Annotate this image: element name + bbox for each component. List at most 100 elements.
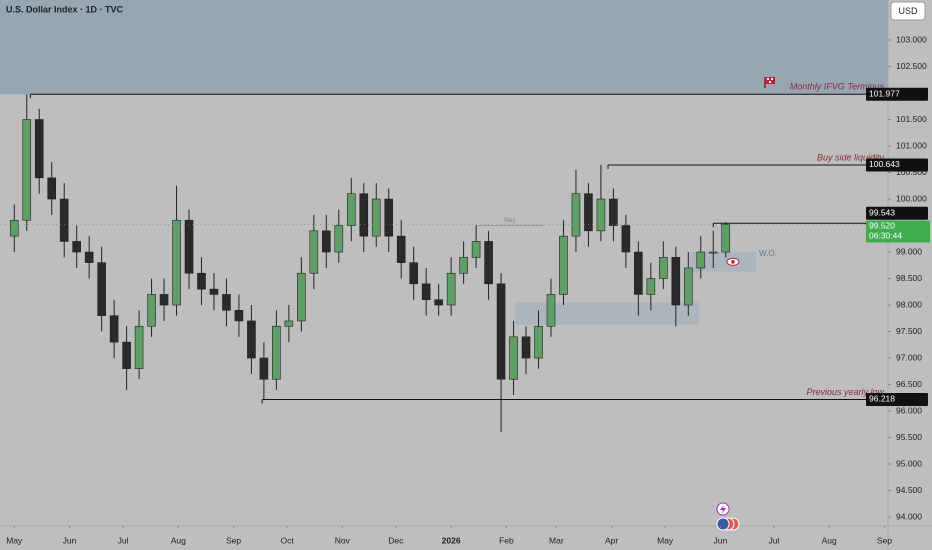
x-tick-label: Nov [335,535,351,545]
candle-body [584,193,593,232]
candle-body [509,336,518,380]
x-tick-label: Jul [118,535,129,545]
currency-button[interactable] [890,1,926,21]
y-tick-label: 94.500 [896,485,922,495]
candle-body [84,251,94,263]
candle-body [721,224,731,253]
y-tick-label: 102.500 [896,61,927,71]
level-label: Buy side liquidity [817,152,885,162]
x-tick-label: Apr [605,535,618,545]
candle-body [346,193,356,226]
countdown-label: 06:30:44 [869,231,902,241]
candle-body [97,262,106,316]
candle-body [496,283,506,380]
y-tick-label: 98.000 [896,299,922,309]
eye-pupil [731,260,735,264]
level-label: Previous yearly low [806,387,884,397]
candle-body [371,198,381,237]
event-icons[interactable] [716,502,740,531]
candle-body [47,177,57,200]
candle-body [209,288,219,295]
candle-body [334,225,344,253]
candle-body [34,119,44,179]
candle-body [184,219,194,274]
x-tick-label: Feb [499,535,514,545]
annotation-label: May [504,218,515,224]
x-tick-label: Dec [388,535,404,545]
candle-body [559,235,568,295]
candle-body [471,241,481,258]
price-tag [866,87,928,101]
y-tick-label: 95.500 [896,432,922,442]
y-tick-label: 101.000 [896,140,927,150]
candle-body [396,235,406,263]
candle-body [147,294,156,327]
candle-body [109,315,119,343]
y-tick-label: 103.000 [896,34,927,44]
x-tick-label: Aug [822,535,837,545]
candle-body [596,198,606,232]
candle-body [247,320,256,359]
candle-body [409,262,418,285]
candle-body [359,193,369,237]
candle-body [696,251,706,269]
candle-body [534,325,543,359]
candle-body [421,283,431,301]
x-tick-label: Jun [714,535,728,545]
candle-body [459,257,468,274]
candle-body [9,219,19,237]
x-tick-label: 2026 [442,535,461,545]
y-tick-label: 96.500 [896,379,922,389]
zone [690,252,757,272]
candle-body [571,193,581,237]
candle-body [172,219,181,306]
y-tick-label: 94.000 [896,511,922,521]
candle-body [134,325,144,369]
flag-icon [764,77,775,88]
zone-label: W.O. [759,249,777,258]
y-tick-label: 100.500 [896,167,927,177]
candle-body [259,357,269,380]
candle-body [384,198,394,237]
last-price-label: 99.520 [869,221,895,231]
x-tick-label: Jun [63,535,77,545]
candle-body [222,294,231,311]
price-tag-label: 96.218 [869,394,895,404]
price-tag-label: 101.977 [869,88,900,98]
candle-body [72,241,81,253]
candle-body [683,267,693,306]
x-tick-label: Sep [226,535,241,545]
candle-body [446,272,456,306]
price-tag [866,392,928,406]
x-tick-label: May [6,535,23,545]
candle-body [434,299,443,306]
candle-body [122,341,131,369]
level-label: Monthly IFVG Terminus [790,82,885,92]
price-tag [866,206,928,220]
candle-body [609,198,618,226]
y-tick-label: 100.000 [896,193,927,203]
y-tick-label: 95.000 [896,458,922,468]
candle-body [634,251,643,295]
plot-area: W.O. May [0,0,888,433]
x-tick-label: May [657,535,674,545]
y-tick-label: 96.000 [896,405,922,415]
candle-body [197,272,206,290]
x-tick-label: Mar [549,535,564,545]
x-tick-label: Sep [877,535,892,545]
candle-body [272,325,281,380]
currency-label[interactable]: USD [898,6,918,16]
candle-body [621,225,631,253]
candle-body [297,272,306,322]
candle-body [234,310,244,322]
y-tick-label: 97.000 [896,352,922,362]
candle-body [59,198,69,242]
candle-body [671,257,681,306]
price-tag-label: 99.543 [869,208,895,218]
price-tag-label: 100.643 [869,159,900,169]
candle-body [484,241,493,285]
zone [515,302,699,325]
chart-title: U.S. Dollar Index · 1D · TVC [6,4,124,14]
candle-body [521,336,531,359]
